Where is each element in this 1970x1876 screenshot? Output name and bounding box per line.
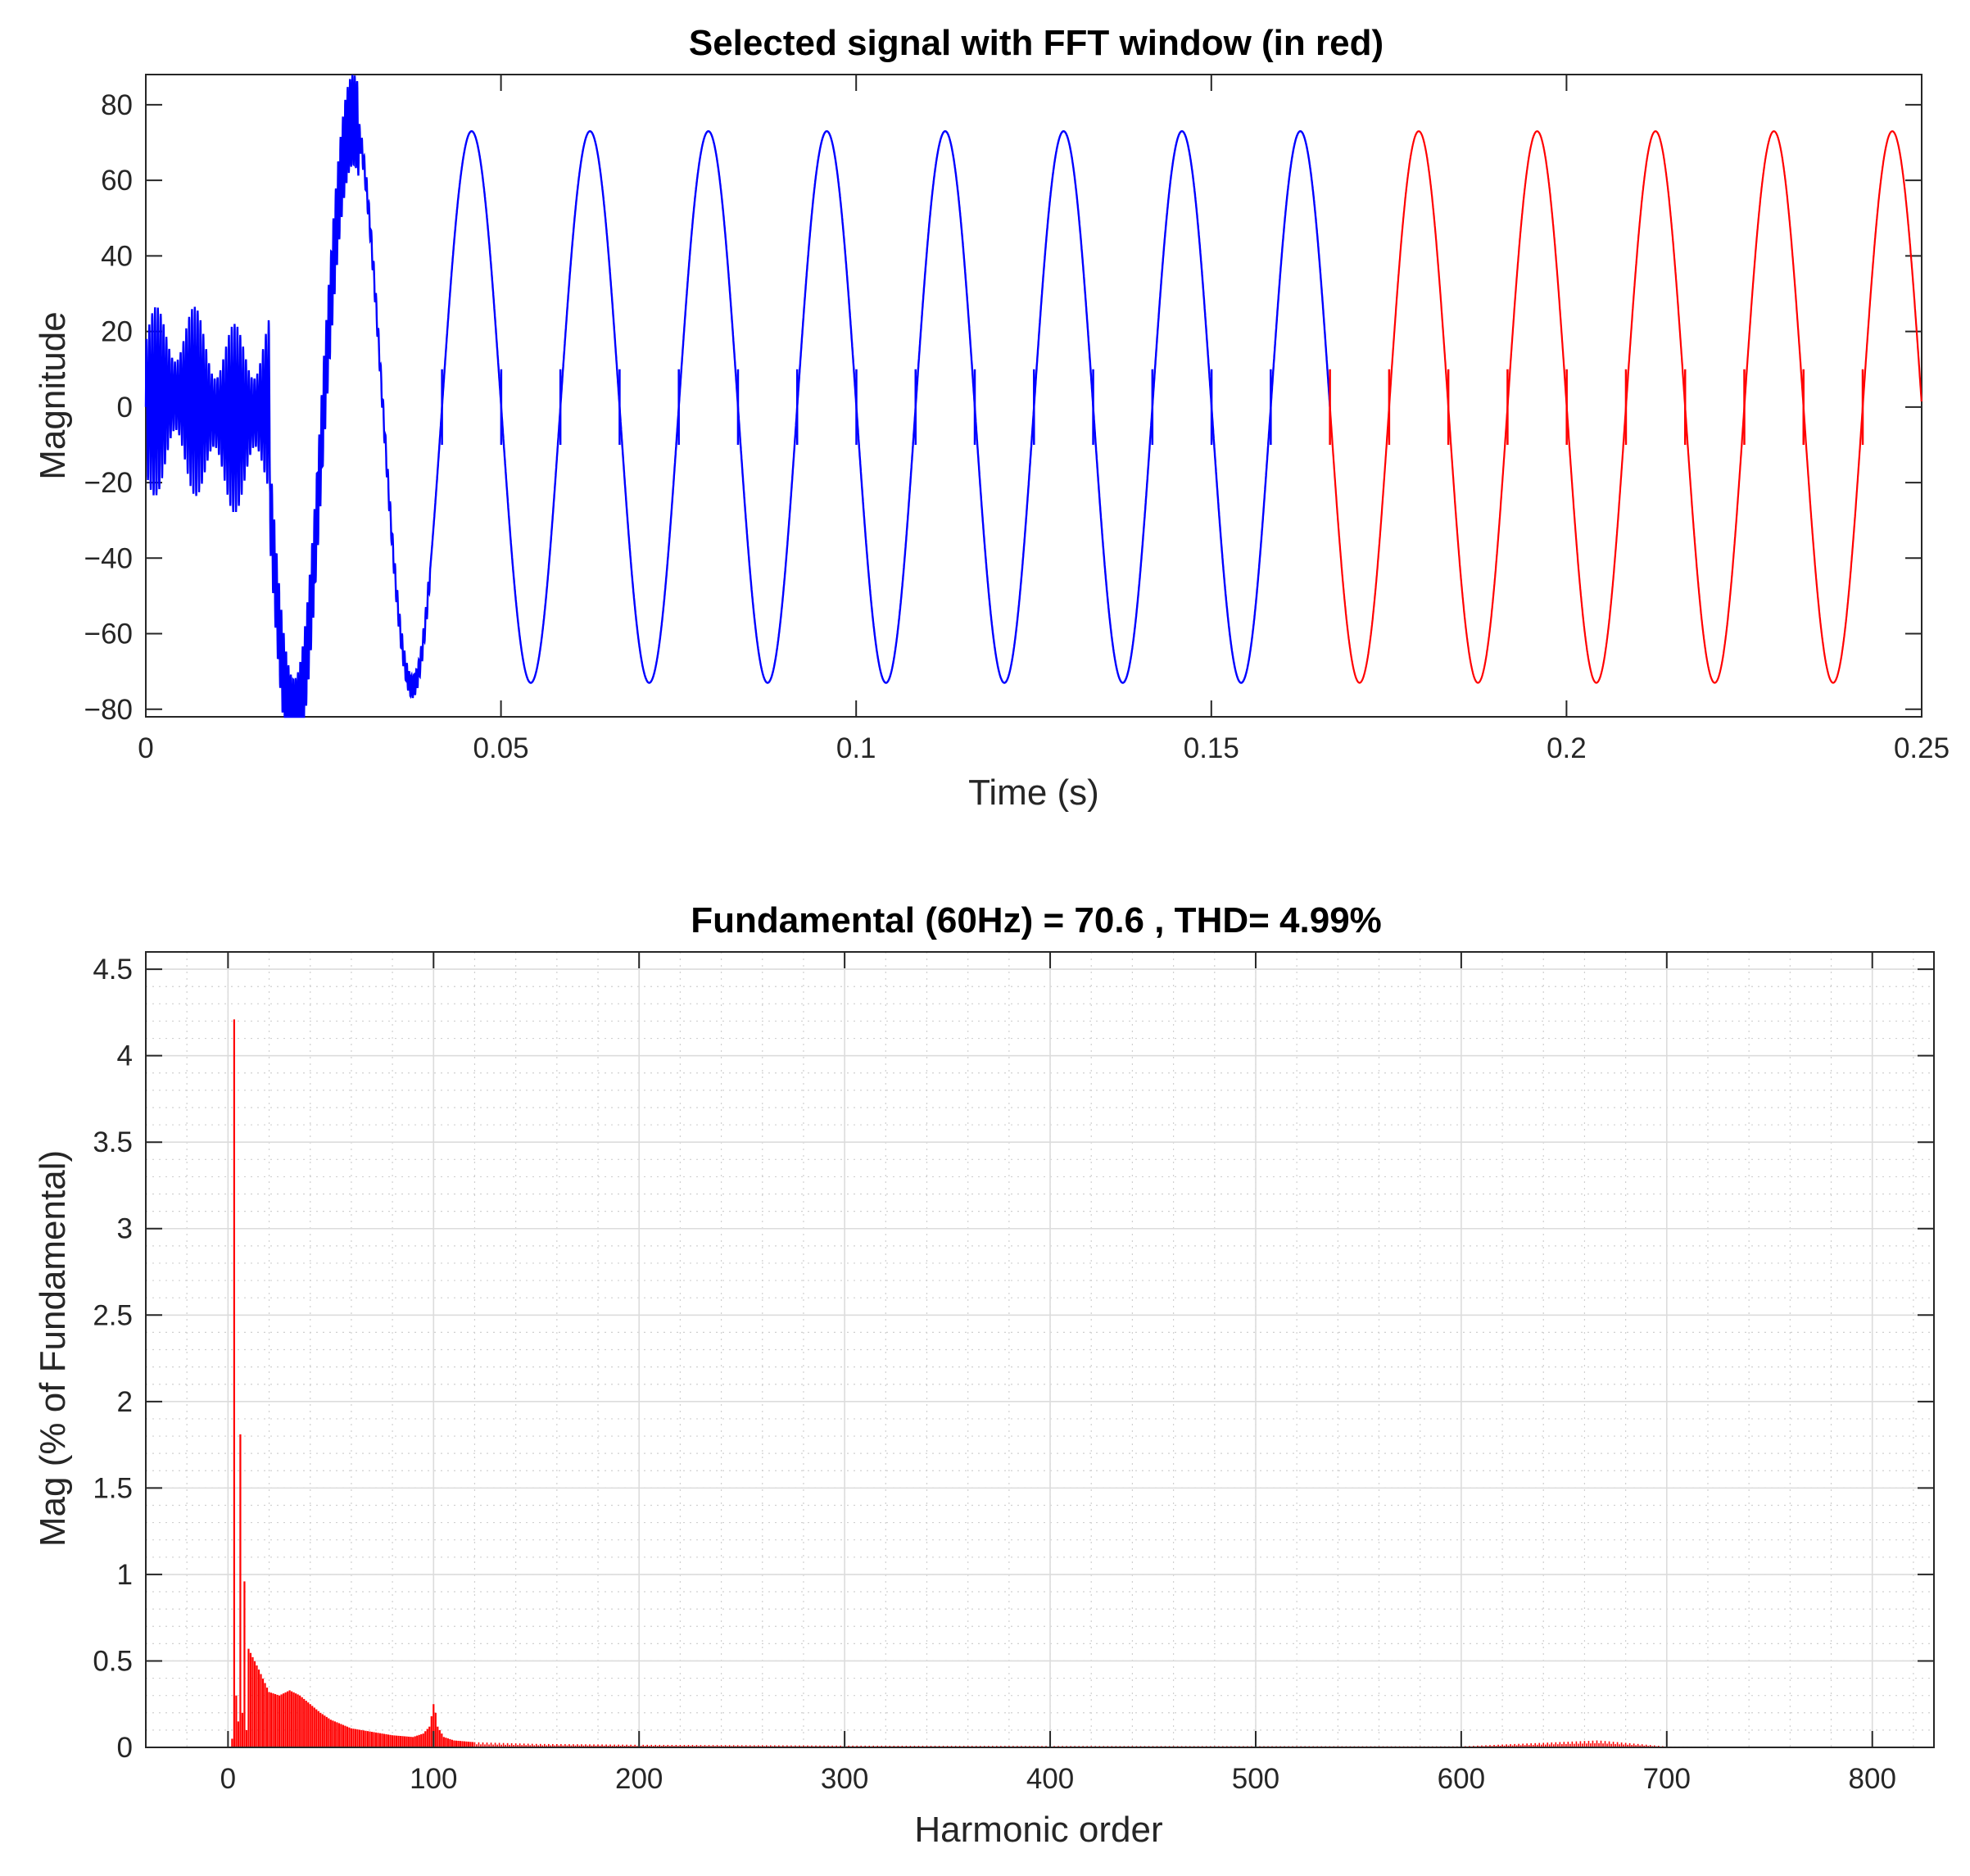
y-tick-label: 40 (101, 240, 133, 272)
signal-y-axis-label: Magnitude (33, 311, 73, 479)
y-tick-label: −80 (84, 694, 133, 726)
signal-x-ticks: 0 0.05 0.1 0.15 0.2 0.25 (138, 75, 1950, 764)
x-tick-label: 0.25 (1894, 732, 1950, 764)
x-tick-label: 700 (1643, 1763, 1691, 1795)
y-tick-label: 0.5 (93, 1645, 133, 1677)
y-tick-label: 3.5 (93, 1126, 133, 1158)
y-tick-label: 20 (101, 316, 133, 348)
x-tick-label: 300 (821, 1763, 868, 1795)
x-tick-label: 0.05 (473, 732, 529, 764)
y-tick-label: 2 (117, 1386, 133, 1418)
signal-plot-title: Selected signal with FFT window (in red) (689, 23, 1384, 63)
y-tick-label: 2.5 (93, 1299, 133, 1331)
x-tick-label: 200 (615, 1763, 663, 1795)
x-tick-label: 0.1 (836, 732, 876, 764)
x-tick-label: 100 (410, 1763, 457, 1795)
signal-plot: Selected signal with FFT window (in red)… (33, 23, 1950, 813)
x-tick-label: 800 (1849, 1763, 1896, 1795)
x-tick-label: 0.15 (1184, 732, 1239, 764)
spectrum-x-axis-label: Harmonic order (914, 1810, 1162, 1850)
x-tick-label: 500 (1232, 1763, 1279, 1795)
y-tick-label: −40 (84, 542, 133, 574)
y-tick-label: 0 (117, 392, 133, 424)
y-tick-label: 1.5 (93, 1472, 133, 1504)
signal-traces (144, 75, 1922, 718)
signal-y-ticks: 80 60 40 20 0 −20 −40 −60 −80 (84, 89, 1922, 726)
x-tick-label: 0 (138, 732, 153, 764)
y-tick-label: 1 (117, 1559, 133, 1591)
spectrum-y-axis-label: Mag (% of Fundamental) (33, 1150, 73, 1547)
y-tick-label: 4 (117, 1040, 133, 1072)
spectrum-x-ticks: 0 100 200 300 400 500 600 700 800 (220, 952, 1896, 1795)
y-tick-label: −20 (84, 467, 133, 499)
y-tick-label: 3 (117, 1213, 133, 1245)
x-tick-label: 400 (1026, 1763, 1074, 1795)
y-tick-label: −60 (84, 619, 133, 650)
signal-x-axis-label: Time (s) (968, 773, 1099, 813)
x-tick-label: 600 (1438, 1763, 1485, 1795)
y-tick-label: 60 (101, 165, 133, 197)
spectrum-plot: Fundamental (60Hz) = 70.6 , THD= 4.99% 4… (33, 900, 1935, 1850)
y-tick-label: 4.5 (93, 954, 133, 986)
spectrum-plot-frame (145, 951, 1935, 1748)
y-tick-label: 80 (101, 89, 133, 121)
x-tick-label: 0 (220, 1763, 236, 1795)
y-tick-label: 0 (117, 1732, 133, 1764)
spectrum-y-ticks: 4.5 4 3.5 3 2.5 2 1.5 1 0.5 0 (93, 954, 1934, 1764)
x-tick-label: 0.2 (1547, 732, 1587, 764)
spectrum-plot-area (146, 952, 1934, 1747)
spectrum-plot-title: Fundamental (60Hz) = 70.6 , THD= 4.99% (691, 900, 1382, 940)
